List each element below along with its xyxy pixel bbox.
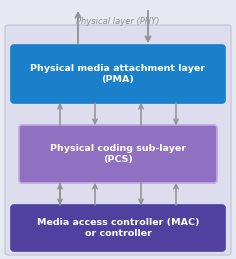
Text: Media access controller (MAC)
or controller: Media access controller (MAC) or control… <box>37 218 199 238</box>
Text: Physical media attachment layer
(PMA): Physical media attachment layer (PMA) <box>30 64 206 84</box>
Text: Physical layer (PHY): Physical layer (PHY) <box>76 18 160 26</box>
FancyBboxPatch shape <box>11 45 225 103</box>
FancyBboxPatch shape <box>19 125 217 183</box>
FancyBboxPatch shape <box>5 25 231 255</box>
Text: Physical coding sub-layer
(PCS): Physical coding sub-layer (PCS) <box>50 144 186 164</box>
FancyBboxPatch shape <box>11 205 225 251</box>
